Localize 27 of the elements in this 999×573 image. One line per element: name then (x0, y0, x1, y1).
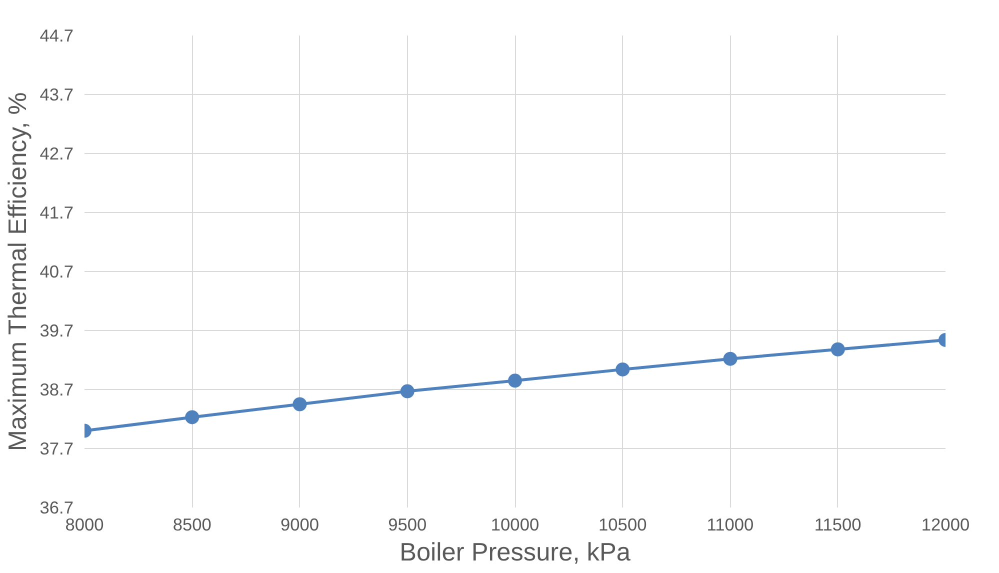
y-tick-label: 41.7 (40, 202, 74, 222)
point (508, 374, 522, 388)
y-tick-label: 38.7 (40, 380, 74, 400)
y-tick-label: 42.7 (40, 144, 74, 164)
point (616, 362, 630, 376)
x-tick-label: 12000 (921, 514, 970, 534)
point (185, 410, 200, 424)
point (400, 384, 414, 398)
x-tick-label: 8000 (65, 514, 104, 534)
point (292, 397, 307, 412)
y-tick-label: 37.7 (40, 438, 74, 458)
x-axis-title: Boiler Pressure, kPa (400, 538, 632, 566)
y-tick-label: 43.7 (40, 84, 74, 104)
x-tick-label: 11000 (706, 514, 754, 534)
y-tick-label: 36.7 (40, 498, 74, 518)
y-tick-label: 39.7 (40, 320, 74, 340)
y-tick-label: 44.7 (40, 26, 74, 46)
point (830, 342, 845, 356)
x-tick-label: 10000 (490, 514, 540, 534)
x-tick-label: 8500 (172, 514, 212, 534)
x-tick-label: 9000 (280, 514, 320, 534)
point (723, 352, 738, 366)
x-tick-label: 11500 (814, 514, 862, 534)
x-tick-label: 9500 (388, 514, 427, 534)
y-axis-title: Maximum Thermal Efficiency, % (4, 92, 32, 452)
y-tick-label: 40.7 (40, 262, 74, 282)
x-tick-label: 10500 (598, 514, 647, 534)
